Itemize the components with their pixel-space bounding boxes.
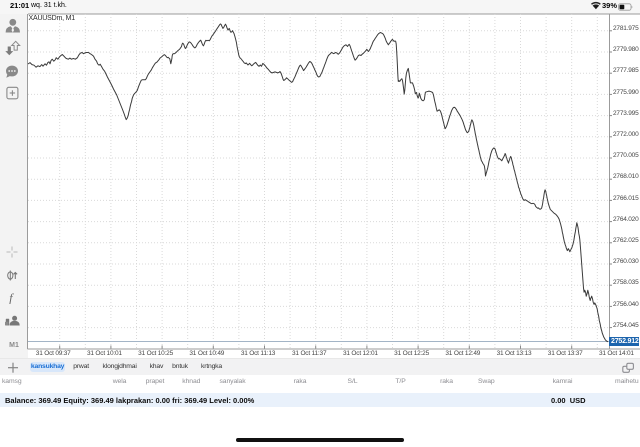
svg-text:f: f [9, 291, 14, 305]
